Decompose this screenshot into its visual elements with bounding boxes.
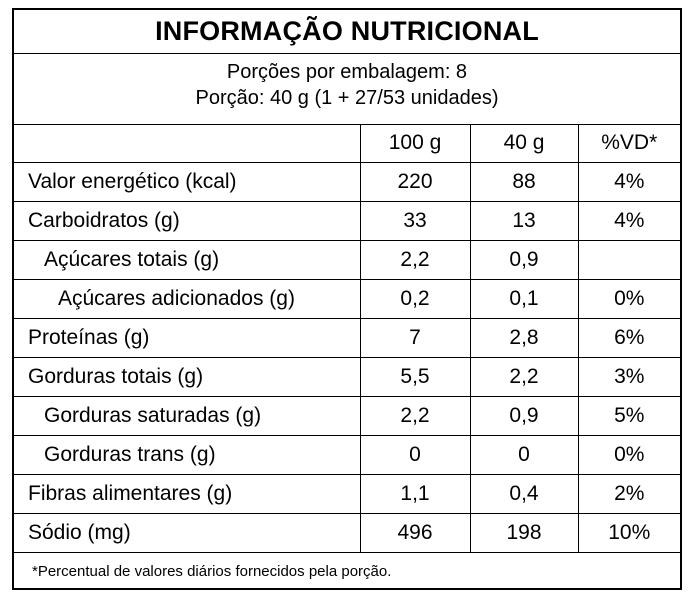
table-row: Gorduras trans (g) 0 0 0%: [14, 435, 680, 475]
nutrient-name: Gorduras totais (g): [14, 357, 361, 397]
value-per-100g: 7: [359, 318, 471, 358]
table-row: Sódio (mg) 496 198 10%: [14, 513, 680, 553]
daily-value-percent: 4%: [577, 162, 680, 202]
column-header-daily-value: %VD*: [577, 124, 680, 163]
nutrient-name: Fibras alimentares (g): [14, 474, 361, 514]
nutrient-name: Açúcares adicionados (g): [14, 279, 361, 319]
value-per-100g: 0: [359, 435, 471, 475]
value-per-portion: 0,9: [469, 396, 579, 436]
table-row: Carboidratos (g) 33 13 4%: [14, 201, 680, 241]
nutrient-name: Carboidratos (g): [14, 201, 361, 241]
servings-per-package: Porções por embalagem: 8: [226, 61, 468, 83]
value-per-portion: 88: [469, 162, 579, 202]
value-per-portion: 0,4: [469, 474, 579, 514]
value-per-100g: 5,5: [359, 357, 471, 397]
value-per-portion: 0,1: [469, 279, 579, 319]
column-header-portion: 40 g: [469, 124, 579, 163]
nutrient-name: Gorduras trans (g): [14, 435, 361, 475]
daily-value-percent: [577, 240, 680, 280]
daily-value-percent: 6%: [577, 318, 680, 358]
table-row: Gorduras totais (g) 5,5 2,2 3%: [14, 357, 680, 397]
table-row: Fibras alimentares (g) 1,1 0,4 2%: [14, 474, 680, 514]
value-per-portion: 198: [469, 513, 579, 553]
value-per-portion: 0: [469, 435, 579, 475]
daily-value-percent: 10%: [577, 513, 680, 553]
table-row: Açúcares adicionados (g) 0,2 0,1 0%: [14, 279, 680, 319]
nutrient-name: Sódio (mg): [14, 513, 361, 553]
value-per-100g: 2,2: [359, 396, 471, 436]
value-per-portion: 13: [469, 201, 579, 241]
value-per-100g: 2,2: [359, 240, 471, 280]
table-row: Valor energético (kcal) 220 88 4%: [14, 162, 680, 202]
footnote: *Percentual de valores diários fornecido…: [32, 563, 392, 580]
value-per-100g: 220: [359, 162, 471, 202]
column-header-nutrient: [14, 124, 361, 163]
table-header-row: 100 g 40 g %VD*: [14, 124, 680, 163]
daily-value-percent: 0%: [577, 279, 680, 319]
panel-title: INFORMAÇÃO NUTRICIONAL: [14, 10, 680, 54]
column-header-100g: 100 g: [359, 124, 471, 163]
table-row: Proteínas (g) 7 2,8 6%: [14, 318, 680, 358]
table-row: Açúcares totais (g) 2,2 0,9: [14, 240, 680, 280]
value-per-portion: 2,2: [469, 357, 579, 397]
nutrient-name: Açúcares totais (g): [14, 240, 361, 280]
value-per-100g: 33: [359, 201, 471, 241]
daily-value-percent: 0%: [577, 435, 680, 475]
daily-value-percent: 3%: [577, 357, 680, 397]
value-per-portion: 2,8: [469, 318, 579, 358]
daily-value-percent: 5%: [577, 396, 680, 436]
value-per-100g: 496: [359, 513, 471, 553]
value-per-100g: 0,2: [359, 279, 471, 319]
table-row: Gorduras saturadas (g) 2,2 0,9 5%: [14, 396, 680, 436]
daily-value-percent: 2%: [577, 474, 680, 514]
nutrition-table: 100 g 40 g %VD* Valor energético (kcal) 2…: [14, 124, 680, 553]
nutrition-facts-panel: INFORMAÇÃO NUTRICIONAL Porções por embal…: [12, 8, 682, 590]
serving-info: Porções por embalagem: 8 Porção: 40 g (1…: [14, 53, 680, 125]
nutrient-name: Gorduras saturadas (g): [14, 396, 361, 436]
serving-size: Porção: 40 g (1 + 27/53 unidades): [195, 87, 499, 109]
nutrient-name: Proteínas (g): [14, 318, 361, 358]
value-per-100g: 1,1: [359, 474, 471, 514]
daily-value-percent: 4%: [577, 201, 680, 241]
value-per-portion: 0,9: [469, 240, 579, 280]
nutrient-name: Valor energético (kcal): [14, 162, 361, 202]
